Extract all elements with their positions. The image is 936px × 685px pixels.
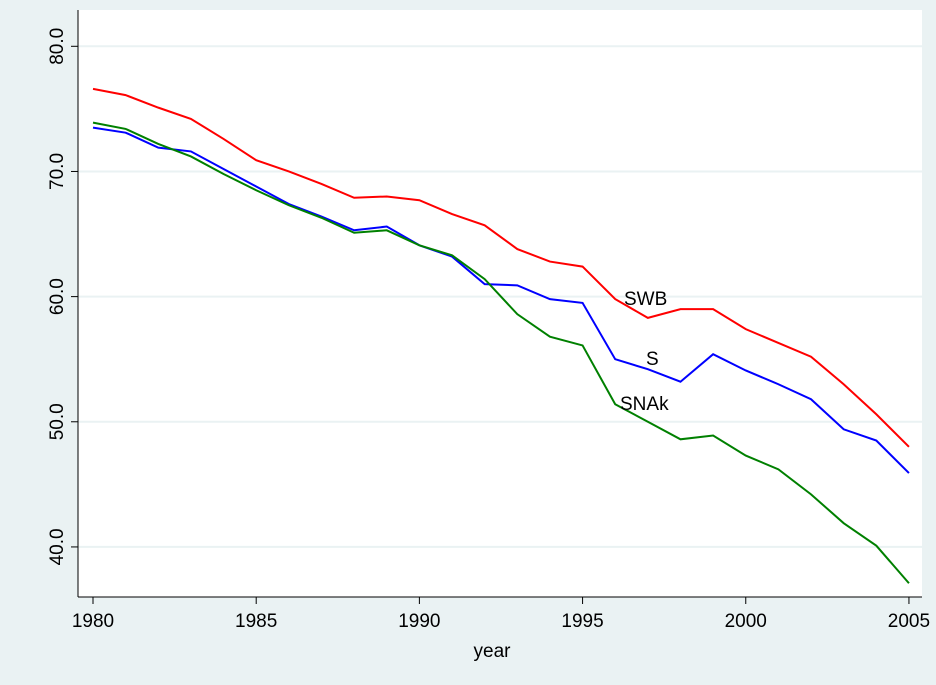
line [92,126,910,474]
x-tick-label: 2000 [725,611,767,632]
x-tick-label: 1985 [235,611,277,632]
y-tick-label: 60.0 [47,278,68,315]
plot-area [78,10,922,597]
line [92,121,910,584]
series-label: SNAk [620,394,669,415]
x-tick-label: 1995 [561,611,603,632]
series-label: S [646,349,659,370]
x-tick-label: 2005 [888,611,930,632]
y-tick-label: 50.0 [47,403,68,440]
x-tick-label: 1990 [398,611,440,632]
series-label: SWB [624,289,667,310]
x-axis-label: year [474,641,512,662]
x-tick-label: 1980 [72,611,114,632]
y-tick-label: 80.0 [47,28,68,65]
line [92,87,910,448]
y-tick-label: 40.0 [47,528,68,565]
y-tick-label: 70.0 [47,153,68,190]
